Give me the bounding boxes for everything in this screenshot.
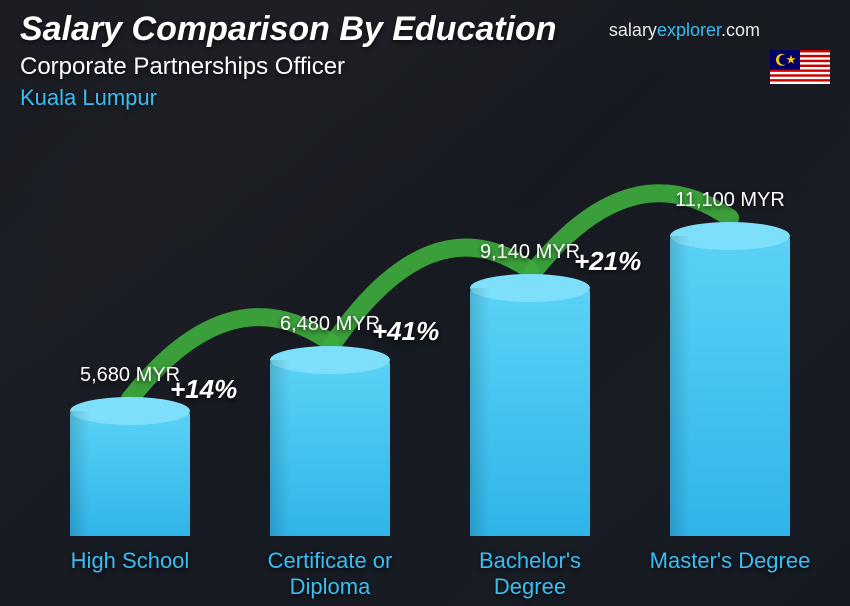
bar-label: High School bbox=[40, 548, 220, 574]
increase-label: +14% bbox=[170, 374, 237, 405]
increase-label: +21% bbox=[574, 246, 641, 277]
bar bbox=[70, 411, 190, 536]
bar-value: 11,100 MYR bbox=[670, 189, 790, 212]
bar-label: Master's Degree bbox=[640, 548, 820, 574]
watermark: salaryexplorer.com bbox=[609, 20, 760, 41]
bar-value: 9,140 MYR bbox=[470, 241, 590, 264]
increase-label: +41% bbox=[372, 316, 439, 347]
bar bbox=[270, 360, 390, 536]
flag-icon bbox=[770, 50, 830, 84]
bar-chart: 5,680 MYRHigh School6,480 MYRCertificate… bbox=[0, 146, 820, 606]
chart-location: Kuala Lumpur bbox=[20, 85, 830, 111]
bar-label: Certificate or Diploma bbox=[240, 548, 420, 601]
bar-label: Bachelor's Degree bbox=[440, 548, 620, 601]
chart-subtitle: Corporate Partnerships Officer bbox=[20, 53, 830, 81]
bar bbox=[670, 236, 790, 536]
bar bbox=[470, 288, 590, 536]
